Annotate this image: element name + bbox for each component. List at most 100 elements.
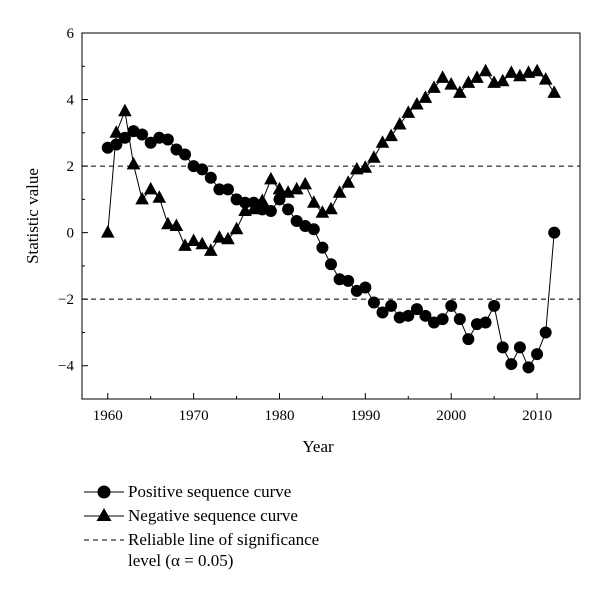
legend-item-negative: Negative sequence curve: [84, 504, 584, 528]
dashed-line-icon: [84, 539, 124, 541]
positive-point: [239, 196, 252, 209]
chart-legend: Positive sequence curve Negative sequenc…: [84, 480, 584, 576]
negative-point: [504, 65, 519, 78]
negative-point: [195, 236, 209, 250]
negative-point: [161, 216, 175, 230]
negative-point: [495, 73, 510, 87]
negative-point: [229, 221, 244, 235]
triangle-marker-icon: [84, 508, 124, 521]
positive-point: [342, 274, 355, 287]
negative-point: [204, 243, 218, 256]
negative-point: [392, 117, 407, 130]
positive-point: [221, 183, 234, 196]
y-tick-label: −2: [58, 292, 74, 308]
y-tick-label: 2: [67, 159, 75, 175]
negative-point: [255, 193, 270, 206]
circle-marker-icon: [84, 485, 124, 499]
negative-point: [186, 233, 201, 246]
negative-point: [169, 218, 184, 231]
negative-point: [264, 171, 278, 185]
negative-point: [410, 97, 424, 110]
positive-point: [196, 163, 209, 176]
negative-point: [453, 85, 467, 98]
negative-point: [418, 90, 433, 103]
negative-point: [427, 80, 441, 93]
negative-point: [547, 85, 561, 98]
positive-point: [359, 281, 372, 294]
legend-label-negative: Negative sequence curve: [128, 506, 298, 525]
positive-point: [410, 303, 423, 316]
plot-frame: [81, 32, 581, 400]
y-tick-label: 4: [67, 93, 75, 109]
negative-point: [538, 72, 553, 85]
negative-point: [212, 230, 227, 243]
negative-point: [358, 160, 373, 173]
x-axis-label: Year: [302, 437, 334, 456]
negative-point: [152, 190, 167, 203]
negative-point: [272, 181, 287, 195]
positive-point: [264, 205, 277, 218]
negative-point: [135, 191, 149, 205]
positive-point: [531, 348, 544, 361]
negative-point: [126, 156, 141, 170]
negative-point: [143, 181, 158, 195]
positive-point: [136, 128, 149, 141]
positive-point: [436, 313, 449, 326]
legend-label-positive: Positive sequence curve: [128, 482, 292, 501]
negative-point: [315, 205, 330, 218]
x-tick-label: 2000: [436, 408, 466, 424]
legend-item-positive: Positive sequence curve: [84, 480, 584, 504]
negative-point: [435, 70, 450, 83]
negative-point: [513, 68, 527, 82]
positive-point: [479, 316, 492, 329]
x-tick-label: 1970: [179, 408, 209, 424]
legend-label-reference-line1: Reliable line of significance: [128, 530, 320, 549]
negative-point: [101, 225, 115, 238]
positive-point: [325, 258, 337, 271]
negative-point: [109, 125, 124, 138]
positive-point: [376, 306, 389, 319]
negative-point: [221, 231, 235, 245]
negative-point: [332, 185, 347, 198]
positive-point: [453, 313, 466, 326]
legend-label-reference: Reliable line of significance level (α = …: [128, 529, 428, 571]
chart-svg: 1960 1970 1980 1990 2000 2010 6 4 2 0 −2 −4 Year St…: [23, 26, 581, 456]
positive-point: [513, 341, 526, 354]
positive-point: [110, 138, 123, 151]
negative-point: [470, 70, 484, 83]
positive-point: [367, 296, 380, 309]
positive-point: [118, 131, 131, 144]
x-tick-label: 1990: [350, 408, 380, 424]
positive-point: [419, 309, 432, 322]
positive-point: [316, 241, 329, 254]
negative-point: [281, 185, 295, 198]
x-tick-label: 1980: [264, 408, 294, 424]
positive-point: [462, 333, 475, 346]
positive-point: [539, 326, 552, 339]
negative-point: [118, 103, 132, 117]
positive-point: [445, 299, 458, 312]
y-tick-label: 6: [67, 26, 75, 42]
negative-point: [298, 176, 312, 190]
positive-point: [307, 223, 320, 236]
legend-item-reference: Reliable line of significance level (α = …: [84, 528, 584, 576]
positive-point: [161, 133, 174, 146]
negative-point: [324, 201, 338, 215]
negative-point: [367, 150, 381, 163]
negative-point: [341, 175, 355, 188]
x-tick-label: 1960: [93, 408, 123, 424]
y-tick-label: 0: [67, 226, 75, 242]
negative-point: [289, 181, 304, 195]
negative-point: [478, 63, 493, 77]
positive-point: [402, 309, 415, 322]
positive-point: [179, 148, 192, 161]
legend-label-reference-line2: level (α = 0.05): [128, 551, 234, 570]
positive-point: [385, 299, 398, 312]
negative-point: [461, 75, 476, 88]
negative-point: [246, 201, 261, 215]
positive-sequence-line: [107, 130, 555, 369]
negative-point: [178, 238, 192, 251]
negative-point: [401, 105, 416, 118]
negative-point: [384, 128, 398, 142]
positive-point: [496, 341, 509, 354]
